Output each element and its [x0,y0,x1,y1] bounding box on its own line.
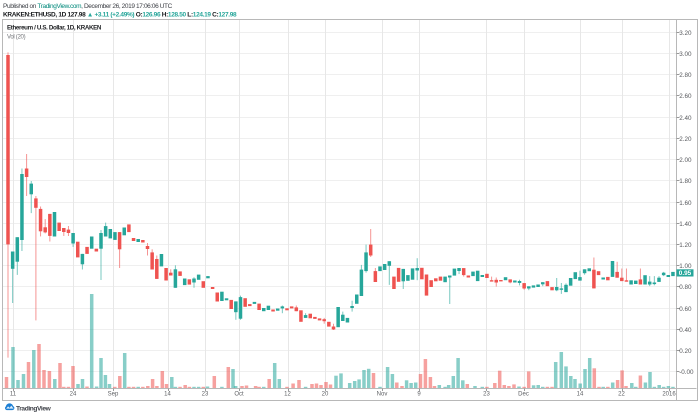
svg-text:1.40: 1.40 [679,221,692,228]
svg-text:1.80: 1.80 [679,178,692,185]
svg-text:2016: 2016 [662,392,676,398]
svg-text:3.20: 3.20 [679,30,692,37]
svg-text:2.00: 2.00 [679,157,692,164]
svg-text:Dec: Dec [518,392,529,398]
svg-text:-0.00: -0.00 [679,369,694,376]
svg-text:11: 11 [10,392,17,398]
svg-text:1.00: 1.00 [679,263,692,270]
svg-text:TradingView: TradingView [16,405,52,412]
svg-text:0.95: 0.95 [679,270,692,277]
svg-text:22: 22 [618,392,625,398]
svg-text:0.40: 0.40 [679,327,692,334]
svg-text:0.80: 0.80 [679,284,692,291]
svg-text:Oct: Oct [234,392,244,398]
svg-text:14: 14 [577,392,584,398]
svg-text:0.60: 0.60 [679,306,692,313]
svg-text:23: 23 [483,392,490,398]
svg-text:KRAKEN:ETHUSD, 1D 127.98 ▲ +3.: KRAKEN:ETHUSD, 1D 127.98 ▲ +3.11 (+2.49%… [3,12,237,19]
svg-text:3.00: 3.00 [679,51,692,58]
svg-text:Vol (20): Vol (20) [7,35,26,41]
svg-text:9: 9 [417,392,421,398]
svg-text:1.20: 1.20 [679,242,692,249]
svg-text:24: 24 [70,392,77,398]
svg-text:2.20: 2.20 [679,136,692,143]
svg-text:2.60: 2.60 [679,93,692,100]
svg-text:12: 12 [284,392,291,398]
svg-text:2.80: 2.80 [679,72,692,79]
svg-text:2.40: 2.40 [679,115,692,122]
svg-text:0.20: 0.20 [679,348,692,355]
svg-text:Sep: Sep [108,392,119,398]
svg-text:Ethereum / U.S. Dollar, 1D, KR: Ethereum / U.S. Dollar, 1D, KRAKEN [7,25,102,32]
svg-text:23: 23 [202,392,209,398]
svg-text:20: 20 [322,392,329,398]
svg-text:Published on TradingView.com,: Published on TradingView.com, December 2… [3,3,173,10]
svg-text:14: 14 [164,392,171,398]
svg-text:Nov: Nov [377,392,388,398]
svg-text:1.60: 1.60 [679,200,692,207]
